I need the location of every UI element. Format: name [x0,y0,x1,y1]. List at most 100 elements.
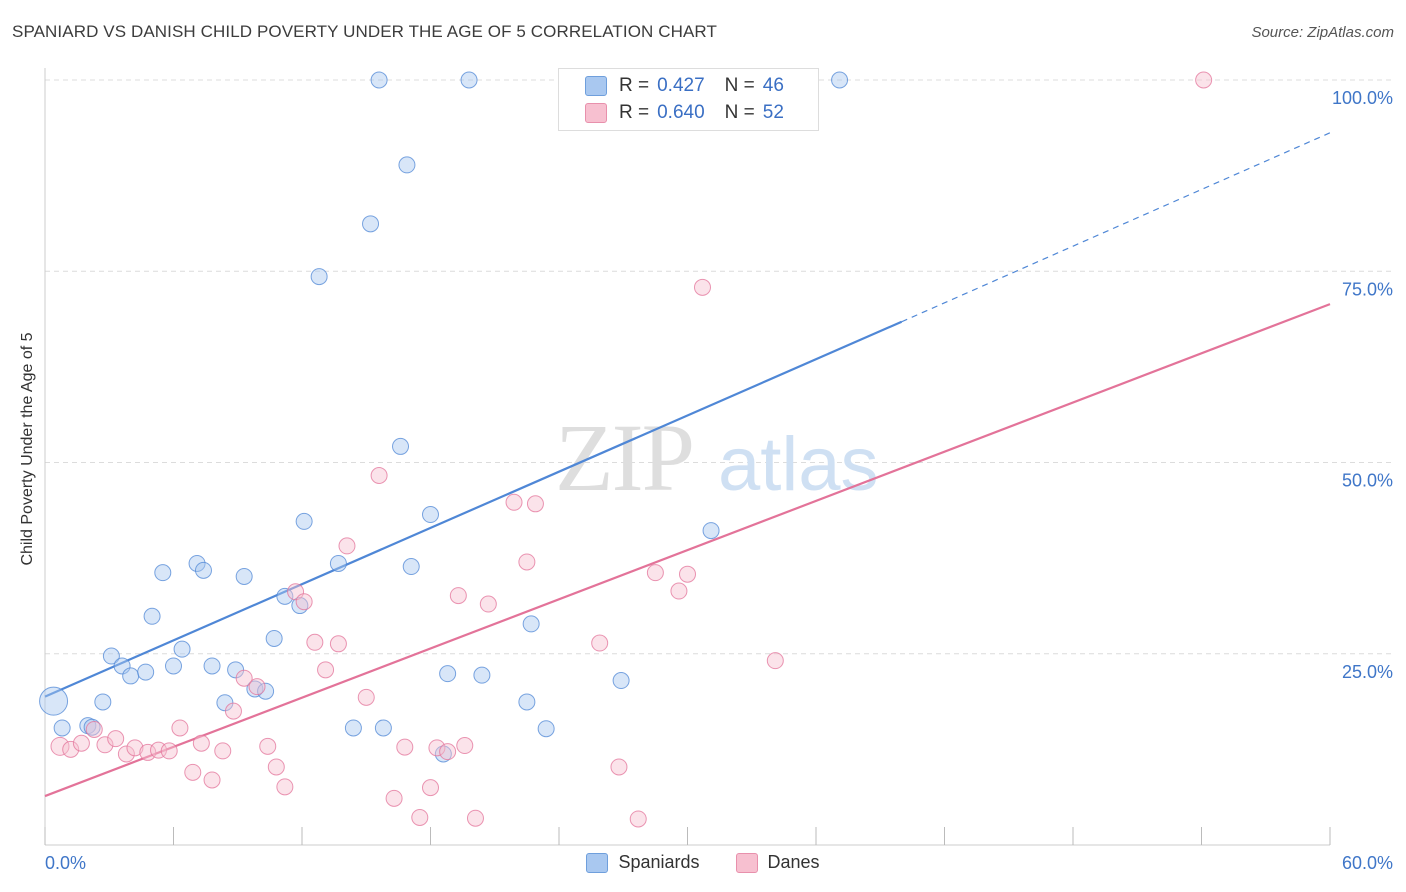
legend-n-value: 52 [762,102,784,123]
y-tick-label: 100.0% [1332,88,1393,108]
data-point-danes [526,495,544,513]
data-point-spaniards [537,720,555,738]
data-point-danes [224,702,242,720]
series-legend: Spaniards Danes [0,852,1406,873]
data-point-danes [184,763,202,781]
data-point-spaniards [113,657,131,675]
data-point-danes [385,789,403,807]
data-point-spaniards [194,561,212,579]
data-point-spaniards [154,564,172,582]
y-tick-label: 50.0% [1342,471,1393,491]
y-axis-label-wrap: Child Poverty Under the Age of 5 [18,300,38,600]
legend-r-value: 0.640 [657,102,705,123]
data-point-danes [192,734,210,752]
y-axis-label: Child Poverty Under the Age of 5 [19,332,36,566]
data-point-danes [96,736,114,754]
data-point-danes [591,634,609,652]
legend-swatch-spaniards [585,76,607,96]
data-point-danes [357,688,375,706]
data-point-danes [317,661,335,679]
data-point-spaniards [362,215,380,233]
data-point-danes [126,739,144,757]
data-point-danes [646,564,664,582]
trend-line-danes [44,303,1331,798]
data-point-spaniards [295,512,313,530]
legend-n-label: N = [724,102,755,123]
data-point-spaniards [276,587,294,605]
data-point-danes [267,758,285,776]
chart-title: SPANIARD VS DANISH CHILD POVERTY UNDER T… [12,22,717,41]
data-point-danes [766,652,784,670]
correlation-legend: R = 0.427 N = 46 R = 0.640 N = 52 [558,68,819,131]
legend-r-value: 0.427 [657,75,705,96]
data-point-danes [248,678,266,696]
x-tick-label: 0.0% [45,853,86,873]
data-point-danes [479,595,497,613]
legend-n-value: 46 [762,75,784,96]
data-point-spaniards [522,615,540,633]
x-tick-label: 60.0% [1342,853,1393,873]
data-point-danes [306,633,324,651]
data-point-spaniards [831,71,849,89]
data-point-spaniards [173,640,191,658]
series-legend-swatch [586,852,609,873]
data-point-danes [117,745,135,763]
data-point-spaniards [702,522,720,540]
data-point-danes [505,493,523,511]
data-point-danes [203,771,221,789]
data-point-danes [370,467,388,485]
data-point-danes [160,742,178,760]
data-point-danes [85,720,103,738]
data-point-spaniards [344,719,362,737]
data-point-spaniards [94,693,112,711]
y-tick-label: 25.0% [1342,662,1393,682]
series-legend-item-danes[interactable]: Danes [735,852,820,873]
data-point-spaniards [329,554,347,572]
data-point-danes [107,730,125,748]
trend-line-extension [901,132,1331,323]
data-point-spaniards [460,71,478,89]
legend-r-label: R = [619,102,650,123]
data-point-spaniards [402,558,420,576]
trend-lines [44,132,1331,798]
data-point-spaniards [374,719,392,737]
series-legend-item-spaniards[interactable]: Spaniards [586,852,700,873]
data-point-danes [139,743,157,761]
data-point-spaniards [143,607,161,625]
source-note: Source: ZipAtlas.com [1251,24,1394,41]
tick-labels: 25.0% 50.0% 75.0% 100.0% 0.0% 60.0% [45,88,1393,873]
data-point-spaniards [265,629,283,647]
legend-r-label: R = [619,75,650,96]
watermark-zip: ZIP [555,404,693,511]
data-point-spaniards [137,663,155,681]
data-point-danes [50,736,70,756]
data-point-danes [72,734,90,752]
data-point-spaniards [398,156,416,174]
watermark: ZIP atlas [555,404,879,511]
data-point-spaniards [612,672,630,690]
data-point-spaniards [392,437,410,455]
data-point-danes [1195,71,1213,89]
data-point-danes [329,635,347,653]
data-point-danes [235,669,253,687]
data-point-spaniards [188,554,206,572]
gridlines [45,79,1395,655]
data-point-danes [428,739,446,757]
data-point-spaniards [310,268,328,286]
data-point-spaniards [83,718,101,736]
data-point-spaniards [422,506,439,524]
data-point-spaniards [122,667,140,685]
trend-line-spaniards [44,320,903,698]
data-point-spaniards [439,665,457,683]
data-point-spaniards [165,657,182,675]
series-legend-swatch [735,852,758,873]
data-point-danes [466,809,484,827]
data-point-danes [287,583,305,601]
data-point-spaniards [39,686,69,716]
data-point-spaniards [203,657,221,675]
data-point-spaniards [53,719,71,737]
legend-swatch-danes [585,103,607,123]
data-point-spaniards [473,666,491,684]
data-point-danes [670,582,688,600]
